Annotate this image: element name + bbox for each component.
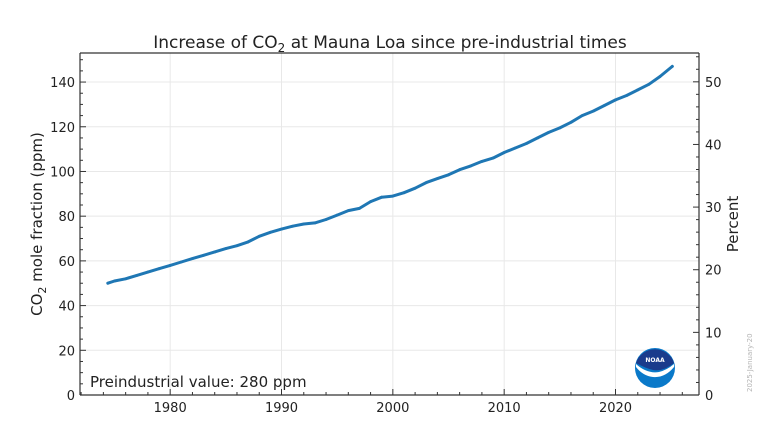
- co2-data-point: [213, 250, 217, 254]
- co2-data-point: [402, 191, 406, 195]
- y-tick-label: 100: [50, 165, 75, 180]
- co2-data-point: [179, 260, 183, 264]
- co2-data-point: [224, 247, 228, 250]
- y2-tick-label: 40: [705, 138, 722, 153]
- co2-data-point: [591, 109, 595, 113]
- co2-data-point: [580, 114, 584, 117]
- co2-data-point: [280, 227, 283, 231]
- co2-data-point: [558, 126, 562, 130]
- y-tick-label: 40: [58, 300, 75, 315]
- co2-data-point: [513, 146, 517, 150]
- co2-data-point: [636, 88, 640, 92]
- y2-axis-label: Percent: [724, 196, 742, 253]
- co2-data-point: [324, 218, 328, 221]
- co2-data-point: [647, 82, 651, 86]
- x-tick-label: 2020: [599, 401, 632, 416]
- co2-data-point: [157, 267, 161, 271]
- y-tick-label: 120: [50, 121, 75, 136]
- co2-data-point: [346, 209, 350, 212]
- y2-tick-label: 50: [705, 76, 722, 91]
- grid: [80, 53, 699, 395]
- co2-data-point: [124, 277, 128, 281]
- co2-series-line: [106, 64, 674, 285]
- y-tick-label: 60: [58, 255, 75, 270]
- y2-tick-label: 30: [705, 201, 722, 216]
- co2-data-point: [268, 230, 272, 234]
- co2-data-point: [469, 164, 473, 168]
- co2-data-point: [358, 206, 361, 210]
- co2-data-point: [246, 240, 250, 244]
- x-tick-label: 2000: [376, 401, 409, 416]
- co2-data-point: [658, 75, 662, 78]
- axes: 1980 1990 2000 2010 2020 0 20 40 60 80 100 120 140 0 1…: [50, 52, 722, 416]
- co2-data-point: [602, 104, 606, 107]
- co2-data-point: [235, 244, 239, 248]
- co2-data-point: [480, 160, 484, 163]
- co2-data-point: [424, 181, 428, 185]
- preindustrial-annotation: Preindustrial value: 280 ppm: [90, 373, 307, 391]
- co2-data-point: [435, 177, 439, 181]
- y-tick-label: 20: [58, 344, 75, 359]
- co2-data-point: [135, 274, 139, 277]
- co2-data-point: [525, 142, 528, 145]
- x-tick-label: 1990: [265, 401, 298, 416]
- co2-data-point: [391, 194, 395, 198]
- co2-data-point: [369, 200, 372, 204]
- co2-data-point: [502, 151, 506, 154]
- co2-data-point: [191, 257, 194, 261]
- co2-data-point: [168, 263, 172, 267]
- y2-tick-label: 20: [705, 264, 722, 279]
- co2-data-point: [413, 186, 417, 190]
- co2-data-point: [569, 120, 573, 124]
- y-tick-label: 0: [67, 389, 75, 404]
- y-tick-label: 80: [58, 210, 75, 225]
- co2-data-point: [491, 156, 495, 160]
- y2-tick-label: 0: [705, 389, 713, 404]
- co2-data-point: [447, 173, 450, 177]
- y-tick-label: 140: [50, 76, 75, 91]
- co2-data-point: [202, 253, 205, 257]
- co2-data-point: [106, 281, 110, 285]
- co2-data-point: [302, 222, 306, 226]
- chart-title: Increase of CO2 at Mauna Loa since pre-i…: [153, 33, 627, 55]
- noaa-logo-text: NOAA: [645, 357, 665, 364]
- co2-data-point: [146, 270, 150, 274]
- y2-tick-label: 10: [705, 326, 722, 341]
- x-tick-label: 1980: [154, 401, 187, 416]
- co2-data-point: [257, 234, 261, 238]
- co2-data-point: [614, 98, 617, 102]
- noaa-logo-icon: NOAA: [635, 348, 675, 388]
- co2-data-point: [113, 279, 116, 283]
- co2-data-point: [291, 224, 295, 228]
- co2-data-point: [335, 213, 339, 217]
- series-layer: [106, 64, 674, 285]
- co2-data-point: [380, 195, 384, 199]
- date-stamp: 2025-January-20: [746, 333, 754, 392]
- co2-data-point: [670, 65, 674, 68]
- y-axis-label: CO2 mole fraction (ppm): [28, 132, 49, 316]
- co2-data-point: [547, 130, 551, 134]
- co2-data-point: [458, 168, 462, 172]
- x-tick-label: 2010: [488, 401, 521, 416]
- co2-data-point: [313, 221, 317, 225]
- co2-data-point: [625, 94, 629, 97]
- co2-data-point: [536, 136, 539, 140]
